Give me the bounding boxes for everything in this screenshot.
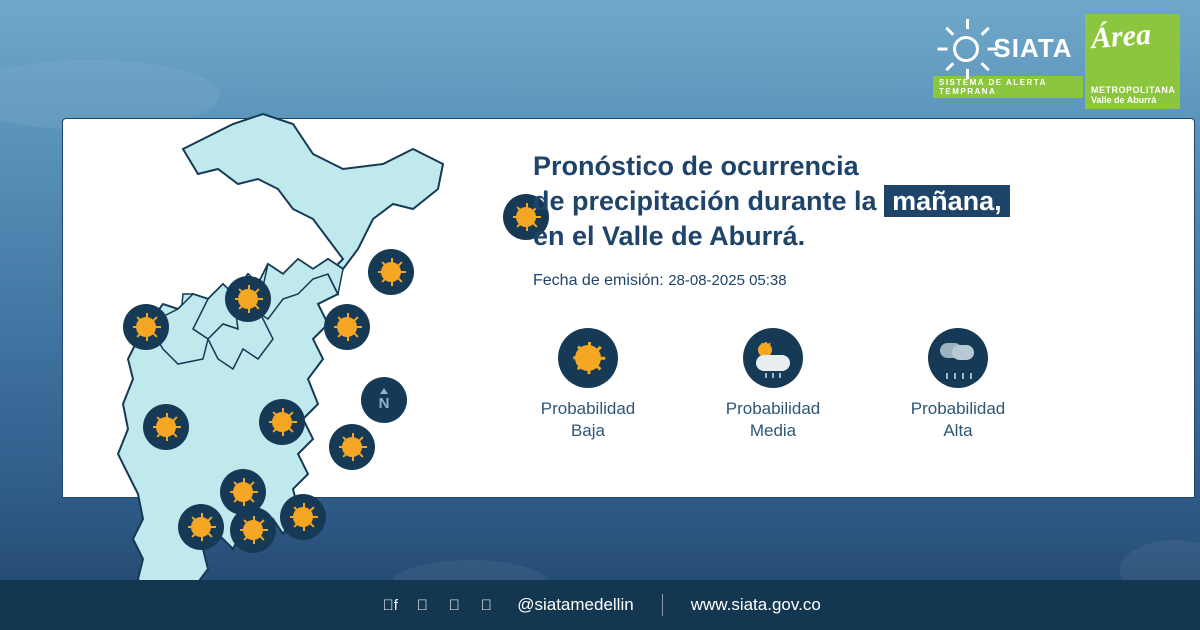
footer-divider	[662, 594, 663, 616]
facebook-icon[interactable]: f	[379, 594, 401, 616]
high-probability-label: Probabilidad Alta	[911, 398, 1006, 441]
twitter-icon[interactable]: 	[411, 594, 433, 616]
low-probability-icon	[558, 328, 618, 388]
weather-station-marker[interactable]	[123, 304, 169, 350]
forecast-content: Pronóstico de ocurrencia de precipitació…	[493, 119, 1196, 499]
siata-tagline: SISTEMA DE ALERTA TEMPRANA	[933, 76, 1083, 98]
instagram-icon[interactable]: 	[443, 594, 465, 616]
medium-probability-icon	[743, 328, 803, 388]
forecast-title: Pronóstico de ocurrencia de precipitació…	[533, 149, 1156, 254]
high-probability-icon	[928, 328, 988, 388]
probability-item-medium: Probabilidad Media	[718, 328, 828, 441]
probability-item-low: Probabilidad Baja	[533, 328, 643, 441]
compass-north-indicator: N	[361, 377, 407, 423]
map-panel: N	[63, 119, 493, 630]
weather-station-marker[interactable]	[368, 249, 414, 295]
area-line2: Valle de Aburrá	[1091, 95, 1174, 105]
forecast-title-line2-pre: de precipitación durante la	[533, 186, 877, 216]
probability-item-high: Probabilidad Alta	[903, 328, 1013, 441]
forecast-title-line3: en el Valle de Aburrá.	[533, 219, 1156, 254]
weather-station-marker[interactable]	[329, 424, 375, 470]
weather-station-marker[interactable]	[225, 276, 271, 322]
valle-de-aburra-map	[83, 109, 463, 629]
weather-station-marker[interactable]	[178, 504, 224, 550]
medium-probability-label: Probabilidad Media	[726, 398, 821, 441]
forecast-title-highlight: mañana,	[884, 185, 1010, 217]
weather-station-marker[interactable]	[143, 404, 189, 450]
area-script-text: Área	[1090, 18, 1152, 56]
weather-station-marker[interactable]	[259, 399, 305, 445]
weather-station-marker[interactable]	[280, 494, 326, 540]
compass-label: N	[379, 395, 390, 412]
header-logo-group: SIATA SISTEMA DE ALERTA TEMPRANA Área ME…	[933, 14, 1180, 109]
slide-background: SIATA SISTEMA DE ALERTA TEMPRANA Área ME…	[0, 0, 1200, 630]
low-probability-label: Probabilidad Baja	[541, 398, 636, 441]
forecast-title-line1: Pronóstico de ocurrencia	[533, 149, 1156, 184]
siata-sun-icon	[943, 26, 989, 72]
siata-brand-text: SIATA	[993, 33, 1072, 64]
emission-value: 28-08-2025 05:38	[668, 272, 786, 289]
footer-bar: f    @siatamedellin www.siata.gov.co	[0, 580, 1200, 630]
social-handle-text[interactable]: @siatamedellin	[517, 595, 633, 615]
emission-label: Fecha de emisión:	[533, 272, 668, 289]
weather-station-marker[interactable]	[230, 507, 276, 553]
weather-station-marker[interactable]	[324, 304, 370, 350]
area-line1: METROPOLITANA	[1091, 85, 1174, 95]
area-metropolitana-logo: Área METROPOLITANA Valle de Aburrá	[1085, 14, 1180, 109]
youtube-icon[interactable]: 	[475, 594, 497, 616]
probability-legend: Probabilidad Baja	[533, 328, 1156, 441]
social-icons-group: f   	[379, 594, 497, 616]
emission-date-row: Fecha de emisión: 28-08-2025 05:38	[533, 272, 1156, 290]
siata-logo: SIATA SISTEMA DE ALERTA TEMPRANA	[933, 14, 1083, 109]
website-url-text[interactable]: www.siata.gov.co	[691, 595, 821, 615]
main-content-panel: N Pronóstico de ocurrencia de precipitac…	[62, 118, 1195, 498]
